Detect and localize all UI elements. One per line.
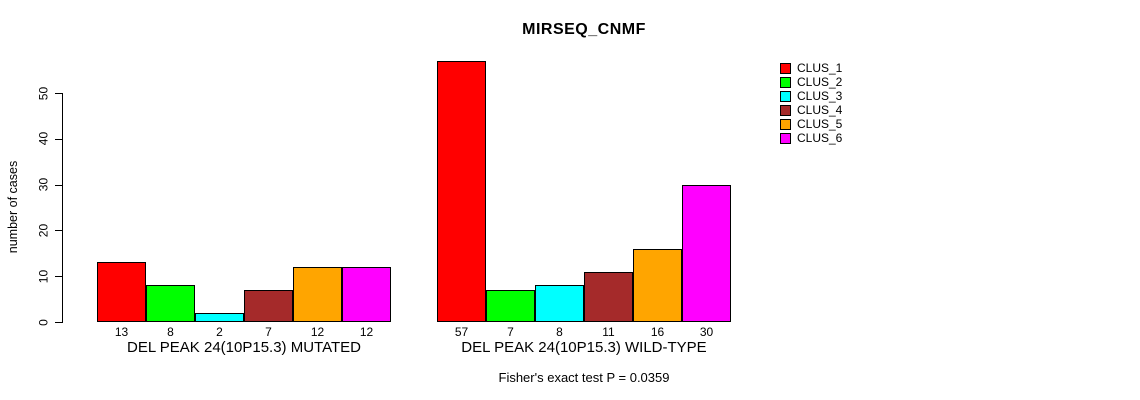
y-axis-line: [62, 93, 63, 323]
bar-clus_5: [633, 248, 682, 322]
legend-label: CLUS_6: [797, 131, 843, 145]
y-axis-tick: [55, 93, 62, 94]
bar-clus_5: [293, 267, 342, 322]
bar-value-label: 2: [216, 325, 223, 339]
y-axis-tick-label: 50: [36, 86, 51, 100]
legend-item-clus_5: CLUS_5: [780, 117, 842, 131]
bar-value-label: 7: [507, 325, 514, 339]
legend-item-clus_6: CLUS_6: [780, 131, 842, 145]
group-label: DEL PEAK 24(10P15.3) MUTATED: [127, 339, 361, 356]
y-axis-tick: [55, 184, 62, 186]
bar-clus_3: [535, 285, 584, 322]
group-label: DEL PEAK 24(10P15.3) WILD-TYPE: [461, 339, 707, 356]
legend-item-clus_4: CLUS_4: [780, 103, 842, 117]
bar-clus_6: [682, 184, 731, 322]
y-axis-tick: [55, 138, 62, 140]
legend-item-clus_3: CLUS_3: [780, 89, 842, 103]
legend-swatch-icon: [780, 132, 791, 144]
bar-clus_6: [342, 267, 391, 322]
y-axis-tick-label: 10: [36, 269, 51, 283]
legend-label: CLUS_4: [797, 103, 843, 117]
y-axis-tick: [55, 230, 62, 232]
legend-item-clus_2: CLUS_2: [780, 75, 842, 89]
chart-title: MIRSEQ_CNMF: [522, 21, 646, 38]
legend-label: CLUS_1: [797, 61, 843, 75]
bar-value-label: 16: [650, 325, 665, 339]
bar-value-label: 57: [454, 325, 469, 339]
bar-clus_3: [195, 312, 244, 322]
legend: CLUS_1 CLUS_2 CLUS_3 CLUS_4 CLUS_5 CLUS_6: [780, 61, 842, 145]
bar-value-label: 8: [167, 325, 174, 339]
y-axis-tick-label: 20: [36, 223, 51, 238]
bar-clus_4: [584, 271, 633, 322]
bar-clus_4: [244, 289, 293, 322]
bar-value-label: 8: [556, 325, 563, 339]
legend-swatch-icon: [780, 76, 791, 88]
bar-value-label: 12: [359, 325, 374, 339]
y-axis-tick: [55, 276, 62, 278]
y-axis-tick-label: 30: [36, 177, 51, 192]
bar-value-label: 12: [310, 325, 325, 339]
y-axis-label: number of cases: [6, 160, 20, 254]
bar-clus_2: [486, 289, 535, 322]
legend-swatch-icon: [780, 90, 791, 102]
legend-label: CLUS_5: [797, 117, 843, 131]
legend-swatch-icon: [780, 118, 791, 130]
bar-clus_1: [437, 60, 486, 322]
bar-value-label: 13: [114, 325, 129, 339]
bar-clus_1: [97, 262, 146, 322]
legend-swatch-icon: [780, 104, 791, 116]
y-axis-tick-label: 0: [36, 318, 51, 326]
bar-value-label: 30: [699, 325, 714, 339]
y-axis-tick: [55, 322, 62, 323]
bar-value-label: 7: [265, 325, 272, 339]
y-axis-tick-label: 40: [36, 132, 51, 146]
legend-item-clus_1: CLUS_1: [780, 61, 842, 75]
legend-label: CLUS_3: [797, 89, 843, 103]
legend-swatch-icon: [780, 62, 791, 74]
fisher-test-caption: Fisher's exact test P = 0.0359: [498, 370, 670, 385]
bar-clus_2: [146, 285, 195, 322]
legend-label: CLUS_2: [797, 75, 843, 89]
bar-value-label: 11: [602, 325, 615, 339]
